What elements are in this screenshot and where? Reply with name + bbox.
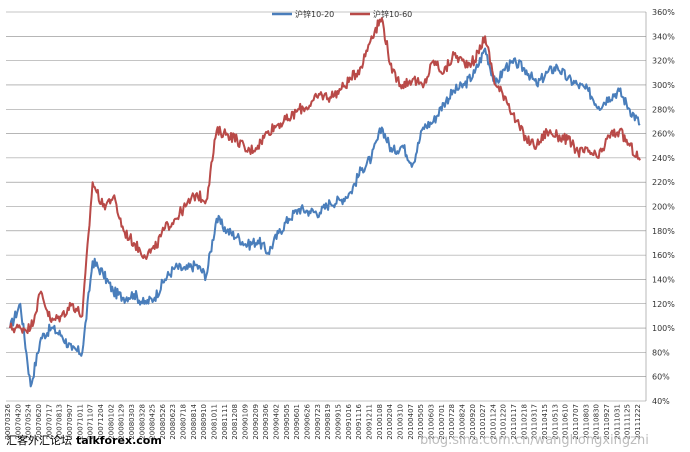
watermark-right-text: blog.sina.com.cn/wanghongxingzhi xyxy=(420,433,649,448)
x-tick-label: 20100407 xyxy=(407,404,415,440)
x-tick-label: 20110830 xyxy=(593,404,601,440)
y-tick-label: 40% xyxy=(652,397,670,406)
x-tick-label: 20090505 xyxy=(283,404,291,440)
x-tick-label: 20080303 xyxy=(128,404,136,440)
x-tick-label: 20090915 xyxy=(334,404,342,440)
x-axis: 20070326 20070420 20070524 20070620 20070717… xyxy=(4,403,642,439)
x-tick-label: 20070813 xyxy=(56,404,64,440)
x-tick-label: 20100204 xyxy=(386,403,394,439)
series-line-2 xyxy=(9,17,641,335)
y-tick-label: 100% xyxy=(652,324,675,333)
x-tick-label: 20071204 xyxy=(97,403,105,439)
y-tick-label: 260% xyxy=(652,130,675,139)
x-tick-label: 20090109 xyxy=(242,404,250,440)
series-lines xyxy=(9,17,641,388)
legend-label-1: 沪锌10-20 xyxy=(295,9,334,19)
y-tick-label: 220% xyxy=(652,178,675,187)
series-line-1 xyxy=(9,47,641,388)
y-tick-label: 120% xyxy=(652,300,675,309)
y-tick-label: 300% xyxy=(652,81,675,90)
x-tick-label: 20101124 xyxy=(489,403,497,439)
x-tick-label: 20081111 xyxy=(221,404,229,440)
legend: 沪锌10-20 沪锌10-60 xyxy=(272,9,412,19)
x-tick-label: 20081011 xyxy=(211,404,219,440)
x-tick-label: 20100701 xyxy=(438,404,446,440)
x-tick-label: 20070620 xyxy=(35,404,43,440)
y-tick-label: 200% xyxy=(652,203,675,212)
x-tick-label: 20090402 xyxy=(273,404,281,440)
x-tick-label: 20110610 xyxy=(562,404,570,440)
grid xyxy=(6,11,647,402)
x-tick-label: 20091211 xyxy=(365,404,373,440)
x-tick-label: 20090306 xyxy=(262,403,270,439)
x-tick-label: 20080718 xyxy=(180,404,188,440)
x-tick-label: 20080623 xyxy=(169,404,177,440)
x-tick-label: 20100920 xyxy=(469,404,477,440)
x-tick-label: 20110415 xyxy=(541,404,549,440)
x-tick-label: 20070420 xyxy=(14,404,22,440)
x-tick-label: 20071011 xyxy=(76,404,84,440)
y-tick-label: 80% xyxy=(652,348,670,357)
x-tick-label: 20110803 xyxy=(582,404,590,440)
watermarks: 汇客外汇论坛 talkforex.com blog.sina.com.cn/wa… xyxy=(6,433,649,448)
y-tick-label: 160% xyxy=(652,251,675,260)
x-tick-label: 20101027 xyxy=(479,404,487,440)
y-tick-label: 360% xyxy=(652,8,675,17)
x-tick-label: 20090723 xyxy=(314,404,322,440)
legend-label-2: 沪锌10-60 xyxy=(373,9,412,19)
watermark-left-text: 汇客外汇论坛 xyxy=(6,433,72,447)
x-tick-label: 20071107 xyxy=(87,404,95,440)
x-tick-label: 20070524 xyxy=(25,403,33,439)
x-tick-label: 20100728 xyxy=(448,404,456,440)
x-tick-label: 20090819 xyxy=(324,404,332,440)
y-tick-label: 140% xyxy=(652,275,675,284)
x-tick-label: 20080814 xyxy=(190,403,198,439)
x-tick-label: 20100824 xyxy=(458,403,466,439)
x-tick-label: 20100505 xyxy=(417,404,425,440)
x-tick-label: 20110317 xyxy=(531,404,539,440)
x-tick-label: 20110513 xyxy=(551,404,559,440)
x-tick-label: 20101220 xyxy=(500,404,508,440)
x-tick-label: 20080102 xyxy=(107,404,115,440)
x-tick-label: 20110707 xyxy=(572,404,580,440)
x-tick-label: 20110117 xyxy=(510,404,518,440)
x-tick-label: 20070907 xyxy=(66,404,74,440)
watermark-left-site: talkforex.com xyxy=(76,434,162,447)
x-tick-label: 20090209 xyxy=(252,404,260,440)
x-tick-label: 20111222 xyxy=(634,404,642,440)
x-tick-label: 20070326 xyxy=(4,403,12,439)
x-tick-label: 20090601 xyxy=(293,404,301,440)
y-axis: 40% 60% 80% 100% 120% 140% 160% 180% 200% 220% 240… xyxy=(652,8,675,406)
y-tick-label: 320% xyxy=(652,57,675,66)
x-tick-label: 20080328 xyxy=(138,404,146,440)
x-tick-label: 20091016 xyxy=(345,403,353,439)
y-tick-label: 60% xyxy=(652,373,670,382)
x-tick-label: 20080129 xyxy=(118,404,126,440)
x-tick-label: 20110218 xyxy=(520,404,528,440)
x-tick-label: 20100310 xyxy=(396,404,404,440)
x-tick-label: 20110927 xyxy=(603,404,611,440)
x-tick-label: 20070717 xyxy=(45,404,53,440)
y-tick-label: 240% xyxy=(652,154,675,163)
y-tick-label: 340% xyxy=(652,32,675,41)
x-tick-label: 20111125 xyxy=(624,404,632,440)
x-tick-label: 20090626 xyxy=(304,403,312,439)
x-tick-label: 20111031 xyxy=(613,404,621,440)
x-tick-label: 20091116 xyxy=(355,403,363,439)
x-tick-label: 20080425 xyxy=(149,404,157,440)
x-tick-label: 20080910 xyxy=(200,404,208,440)
x-tick-label: 20100603 xyxy=(427,404,435,440)
x-tick-label: 20080526 xyxy=(159,403,167,439)
y-tick-label: 280% xyxy=(652,105,675,114)
x-tick-label: 20081208 xyxy=(231,404,239,440)
y-tick-label: 180% xyxy=(652,227,675,236)
x-tick-label: 20100108 xyxy=(376,404,384,440)
